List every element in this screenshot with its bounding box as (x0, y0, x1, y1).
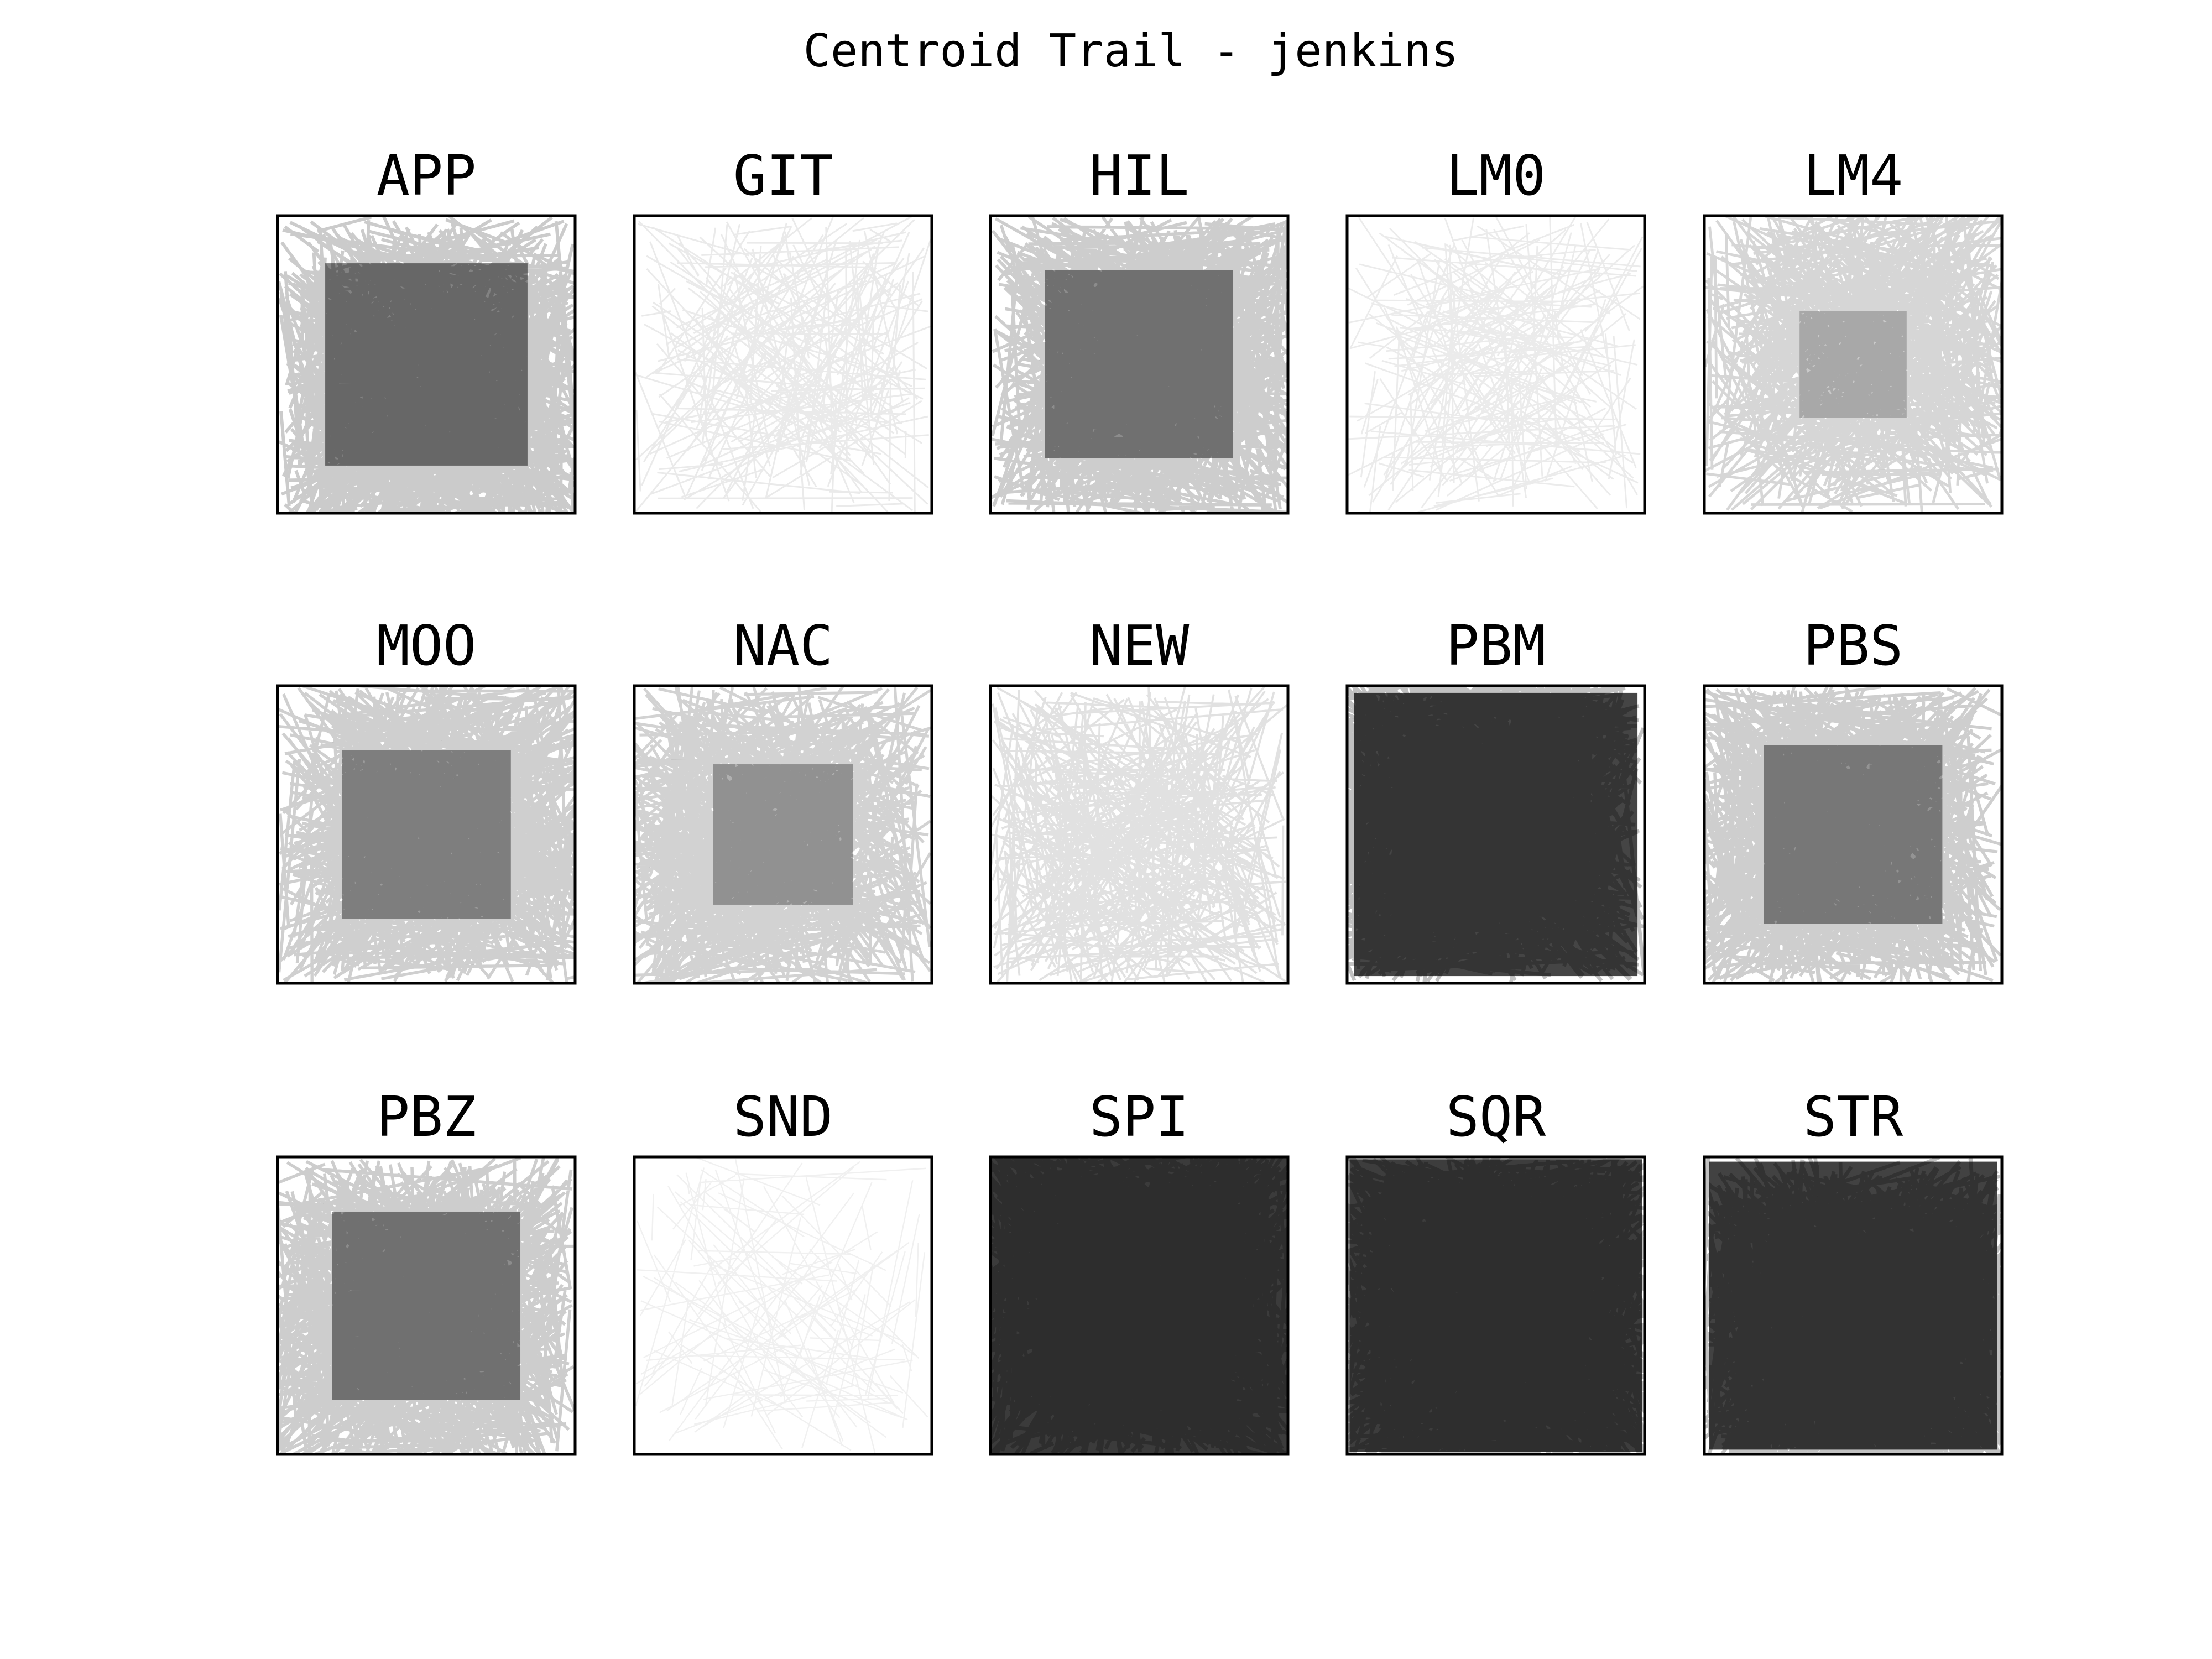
panel-frame (989, 684, 1290, 985)
panel-snd: SND (633, 1084, 933, 1456)
panel-frame (276, 684, 577, 985)
panel-frame (1703, 214, 2004, 515)
centroid-trail (1704, 686, 2002, 983)
centroid-trail (1704, 1157, 2002, 1454)
panel-frame (989, 1155, 1290, 1456)
centroid-trail (1347, 216, 1644, 513)
panel-title: MOO (377, 613, 477, 678)
centroid-trail (1347, 686, 1645, 983)
centroid-trail (1347, 1157, 1645, 1454)
panel-title: STR (1803, 1084, 1903, 1149)
centroid-trail (990, 686, 1288, 983)
panel-title: LM0 (1446, 143, 1546, 208)
panel-pbm: PBM (1345, 613, 1646, 985)
panel-title: PBM (1446, 613, 1546, 678)
panel-new: NEW (989, 613, 1290, 985)
centroid-trail (634, 686, 932, 983)
panel-title: NEW (1089, 613, 1190, 678)
centroid-trail (990, 216, 1288, 513)
panel-pbs: PBS (1703, 613, 2004, 985)
panel-frame (1703, 684, 2004, 985)
panel-title: SND (733, 1084, 833, 1149)
panel-frame (633, 1155, 933, 1456)
panel-nac: NAC (633, 613, 933, 985)
centroid-trail (990, 1157, 1288, 1454)
panel-title: NAC (733, 613, 833, 678)
centroid-trail (634, 216, 932, 513)
panel-frame (633, 214, 933, 515)
panel-app: APP (276, 143, 577, 515)
panel-title: LM4 (1803, 143, 1903, 208)
centroid-trail (278, 1157, 575, 1454)
panel-pbz: PBZ (276, 1084, 577, 1456)
panel-frame (1345, 214, 1646, 515)
panel-frame (1703, 1155, 2004, 1456)
panel-title: PBZ (377, 1084, 477, 1149)
panel-title: SQR (1446, 1084, 1546, 1149)
centroid-trail (1704, 216, 2002, 513)
panel-lm0: LM0 (1345, 143, 1646, 515)
panel-sqr: SQR (1345, 1084, 1646, 1456)
panel-frame (1345, 1155, 1646, 1456)
panel-spi: SPI (989, 1084, 1290, 1456)
panel-frame (633, 684, 933, 985)
panel-moo: MOO (276, 613, 577, 985)
panel-title: SPI (1089, 1084, 1190, 1149)
figure-title: Centroid Trail - jenkins (804, 25, 1459, 77)
panel-lm4: LM4 (1703, 143, 2004, 515)
panel-str: STR (1703, 1084, 2004, 1456)
centroid-trail (278, 216, 575, 513)
panel-frame (276, 214, 577, 515)
panel-frame (276, 1155, 577, 1456)
panel-frame (1345, 684, 1646, 985)
panel-title: APP (377, 143, 477, 208)
panel-frame (989, 214, 1290, 515)
panel-title: HIL (1089, 143, 1190, 208)
centroid-trail (635, 1157, 928, 1453)
panel-git: GIT (633, 143, 933, 515)
panel-title: PBS (1803, 613, 1903, 678)
panel-title: GIT (733, 143, 833, 208)
panel-grid: APP GIT HIL LM0 LM4 MOO NAC NEW PBM PBS PBZ SND SPI S… (276, 143, 2004, 1456)
centroid-trail (278, 686, 575, 983)
panel-hil: HIL (989, 143, 1290, 515)
